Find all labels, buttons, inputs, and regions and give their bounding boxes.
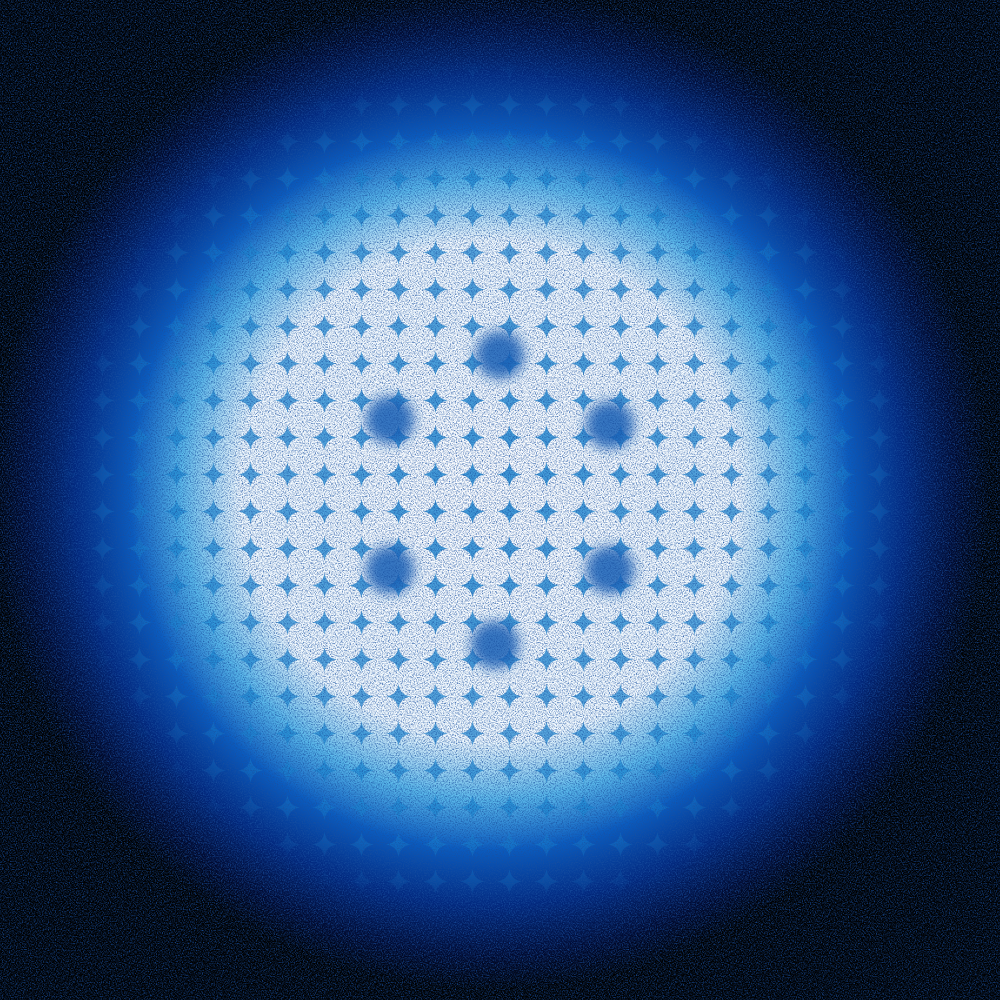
page: Lattice {} html, body { margin: 0; paddi…	[0, 0, 1000, 1000]
lattice-image	[0, 0, 1000, 1000]
page-body	[0, 0, 1000, 1000]
noise	[0, 0, 1000, 1000]
